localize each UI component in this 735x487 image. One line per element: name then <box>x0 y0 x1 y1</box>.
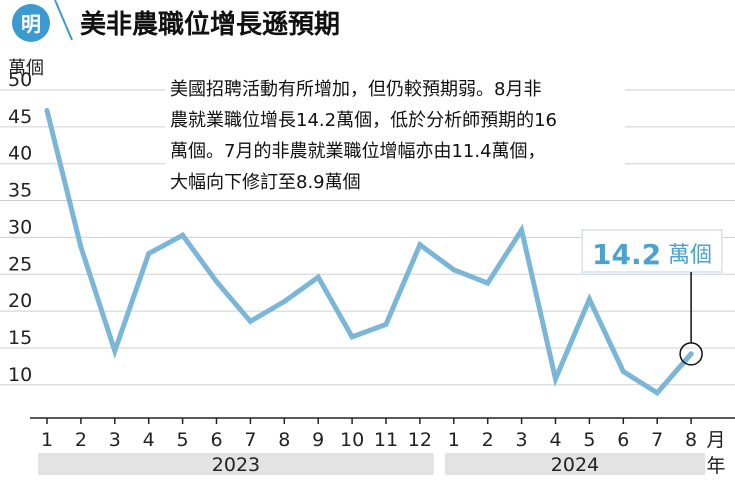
y-tick-label: 50 <box>8 69 32 91</box>
note-line-3: 萬個。7月的非農就業職位增幅亦由11.4萬個， <box>170 141 546 162</box>
data-point <box>78 244 84 250</box>
year-band <box>444 453 706 475</box>
y-tick-label: 20 <box>8 290 32 312</box>
year-label: 2024 <box>551 454 599 476</box>
callout-value: 14.2 <box>592 238 661 271</box>
callout-unit: 萬個 <box>668 243 712 268</box>
x-tick-label: 8 <box>278 429 290 451</box>
y-tick-label: 40 <box>8 143 32 165</box>
x-tick-label: 4 <box>143 429 155 451</box>
logo-text: 明 <box>21 12 41 36</box>
y-tick-label: 15 <box>8 327 32 349</box>
y-tick-label: 45 <box>8 106 32 128</box>
data-point <box>451 267 457 273</box>
series-line <box>44 108 694 397</box>
chart-title: 美非農職位增長遜預期 <box>80 9 340 40</box>
y-tick-label: 35 <box>8 180 32 202</box>
logo-slash <box>54 0 73 41</box>
x-tick-label: 6 <box>210 429 222 451</box>
x-tick-label: 2 <box>482 429 494 451</box>
x-tick-label: 7 <box>244 429 256 451</box>
x-tick-label: 9 <box>312 429 324 451</box>
x-axis-unit: 月 <box>706 429 725 451</box>
data-point <box>688 351 694 357</box>
logo-badge <box>12 4 50 42</box>
series-group <box>44 108 694 397</box>
data-point <box>44 108 50 114</box>
x-tick-label: 10 <box>340 429 364 451</box>
x-tick-label: 8 <box>685 429 697 451</box>
x-tick-label: 2 <box>75 429 87 451</box>
data-point <box>417 242 423 248</box>
callout: 14.2 萬個 <box>581 229 723 366</box>
x-tick-label: 5 <box>177 429 189 451</box>
data-point <box>519 227 525 233</box>
x-tick-label: 3 <box>516 429 528 451</box>
x-tick-label: 11 <box>374 429 398 451</box>
x-tick-label: 7 <box>651 429 663 451</box>
year-label: 2023 <box>212 454 260 476</box>
y-tick-labels: 10 15 20 25 30 35 40 45 50 <box>8 69 32 386</box>
note-background <box>165 72 625 194</box>
data-point <box>553 376 558 382</box>
chart-header: 明 美非農職位增長遜預期 <box>12 0 340 42</box>
x-tick-label: 12 <box>408 429 432 451</box>
note-line-1: 美國招聘活動有所增加，但仍較預期弱。8月非 <box>170 79 541 100</box>
y-tick-label: 30 <box>8 216 32 238</box>
data-point <box>180 232 186 238</box>
data-point <box>620 369 626 375</box>
data-point <box>349 334 355 340</box>
data-point <box>281 299 287 305</box>
data-point <box>654 390 660 396</box>
x-tick-labels: 1 2 3 4 5 6 7 8 9 10 11 12 1 2 3 4 5 6 7 8 <box>41 418 697 451</box>
x-tick-label: 4 <box>549 429 561 451</box>
x-tick-label: 5 <box>583 429 595 451</box>
highlight-ring <box>679 342 703 366</box>
data-point <box>383 321 389 327</box>
data-point <box>214 279 219 285</box>
data-point <box>315 274 321 280</box>
x-tick-label: 1 <box>41 429 53 451</box>
data-point <box>247 318 253 324</box>
callout-box <box>581 229 723 273</box>
data-point <box>146 251 152 257</box>
annotation-note: 美國招聘活動有所增加，但仍較預期弱。8月非 農就業職位增長14.2萬個，低於分析… <box>165 72 625 194</box>
note-line-4: 大幅向下修訂至8.9萬個 <box>170 172 361 193</box>
x-tick-label: 3 <box>109 429 121 451</box>
year-bands: 2023 2024 <box>38 453 706 476</box>
data-point <box>586 296 592 302</box>
year-band <box>38 453 434 475</box>
y-tick-label: 10 <box>8 364 32 386</box>
note-line-2: 農就業職位增長14.2萬個，低於分析師預期的16 <box>170 110 557 131</box>
x-tick-label: 1 <box>448 429 460 451</box>
data-point <box>485 280 491 286</box>
y-axis-unit: 萬個 <box>8 58 44 79</box>
year-unit: 年 <box>706 455 725 477</box>
x-tick-label: 6 <box>617 429 629 451</box>
data-point <box>112 348 118 354</box>
y-tick-label: 25 <box>8 253 32 275</box>
